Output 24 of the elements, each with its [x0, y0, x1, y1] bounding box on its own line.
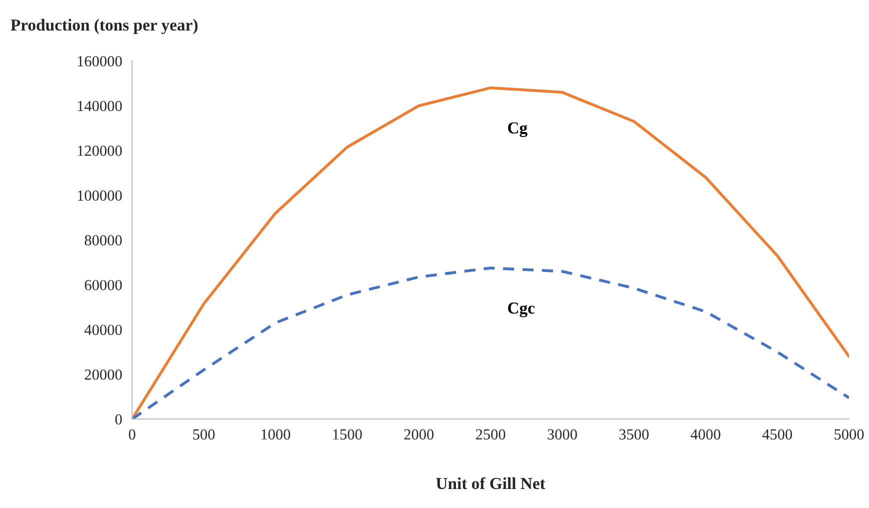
- x-tick-label: 500: [193, 429, 215, 440]
- y-tick-label: 100000: [78, 190, 122, 201]
- x-tick-label: 3000: [548, 429, 577, 440]
- y-tick-label: 40000: [84, 324, 122, 336]
- y-tick-label: 80000: [84, 235, 122, 246]
- x-tick-label: 3500: [619, 429, 649, 440]
- x-tick-label: 4500: [762, 429, 792, 440]
- y-tick-label: 120000: [78, 146, 122, 156]
- x-tick-label: 5000: [834, 429, 864, 440]
- y-tick-label: 0: [115, 414, 122, 425]
- y-tick-label: 160000: [78, 56, 122, 66]
- y-axis-title: Production (tons per year): [10, 18, 198, 34]
- x-tick-label: 4000: [690, 429, 720, 440]
- x-tick-label: 1000: [262, 429, 290, 440]
- series-label: Cgc: [508, 302, 535, 318]
- series-label: Cg: [508, 122, 528, 138]
- x-tick-label: 0: [128, 429, 136, 440]
- x-tick-label: 1500: [333, 429, 362, 440]
- y-tick-label: 60000: [84, 280, 122, 290]
- y-tick-label: 140000: [78, 100, 122, 112]
- x-axis-title: Unit of Gill Net: [436, 477, 546, 490]
- x-tick-label: 2500: [476, 429, 506, 440]
- y-tick-label: 20000: [84, 369, 122, 380]
- x-tick-label: 2000: [404, 429, 434, 440]
